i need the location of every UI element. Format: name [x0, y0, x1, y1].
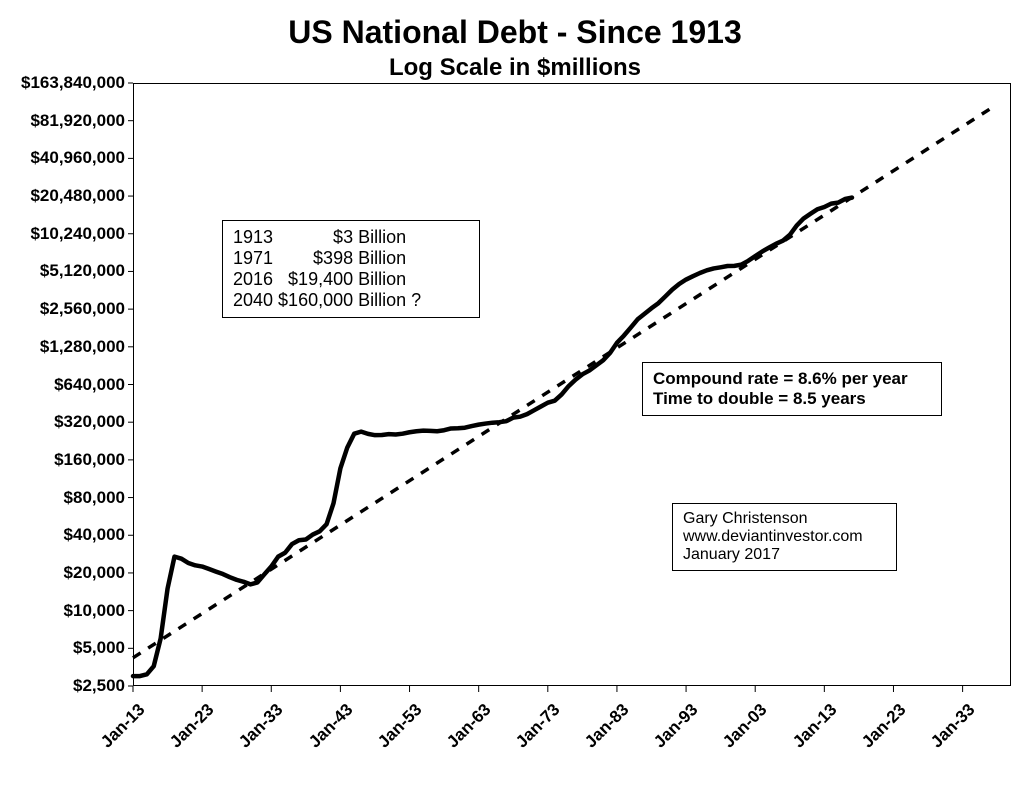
- y-tick-label: $320,000: [0, 412, 125, 432]
- y-tick-label: $20,000: [0, 563, 125, 583]
- y-tick-label: $5,120,000: [0, 261, 125, 281]
- infobox-line: Gary Christenson: [683, 510, 886, 528]
- y-tick-label: $2,560,000: [0, 299, 125, 319]
- infobox-line: Time to double = 8.5 years: [653, 389, 931, 409]
- y-tick-label: $40,000: [0, 525, 125, 545]
- infobox-line: 2016 $19,400 Billion: [233, 269, 469, 290]
- y-tick-label: $1,280,000: [0, 337, 125, 357]
- y-tick-label: $163,840,000: [0, 73, 125, 93]
- infobox-line: 1971 $398 Billion: [233, 248, 469, 269]
- y-tick-label: $5,000: [0, 638, 125, 658]
- y-tick-label: $10,000: [0, 601, 125, 621]
- chart-container: { "title": "US National Debt - Since 191…: [0, 0, 1030, 787]
- attribution-box: Gary Christensonwww.deviantinvestor.comJ…: [672, 503, 897, 571]
- y-tick-label: $40,960,000: [0, 148, 125, 168]
- infobox-line: www.deviantinvestor.com: [683, 528, 886, 546]
- infobox-line: 1913 $3 Billion: [233, 227, 469, 248]
- y-tick-label: $640,000: [0, 375, 125, 395]
- y-tick-label: $20,480,000: [0, 186, 125, 206]
- data-summary-box: 1913 $3 Billion1971 $398 Billion2016 $19…: [222, 220, 480, 318]
- y-tick-label: $160,000: [0, 450, 125, 470]
- compound-rate-box: Compound rate = 8.6% per yearTime to dou…: [642, 362, 942, 416]
- y-tick-label: $80,000: [0, 488, 125, 508]
- y-tick-label: $10,240,000: [0, 224, 125, 244]
- infobox-line: January 2017: [683, 546, 886, 564]
- y-tick-label: $81,920,000: [0, 111, 125, 131]
- infobox-line: Compound rate = 8.6% per year: [653, 369, 931, 389]
- infobox-line: 2040 $160,000 Billion ?: [233, 290, 469, 311]
- y-tick-label: $2,500: [0, 676, 125, 696]
